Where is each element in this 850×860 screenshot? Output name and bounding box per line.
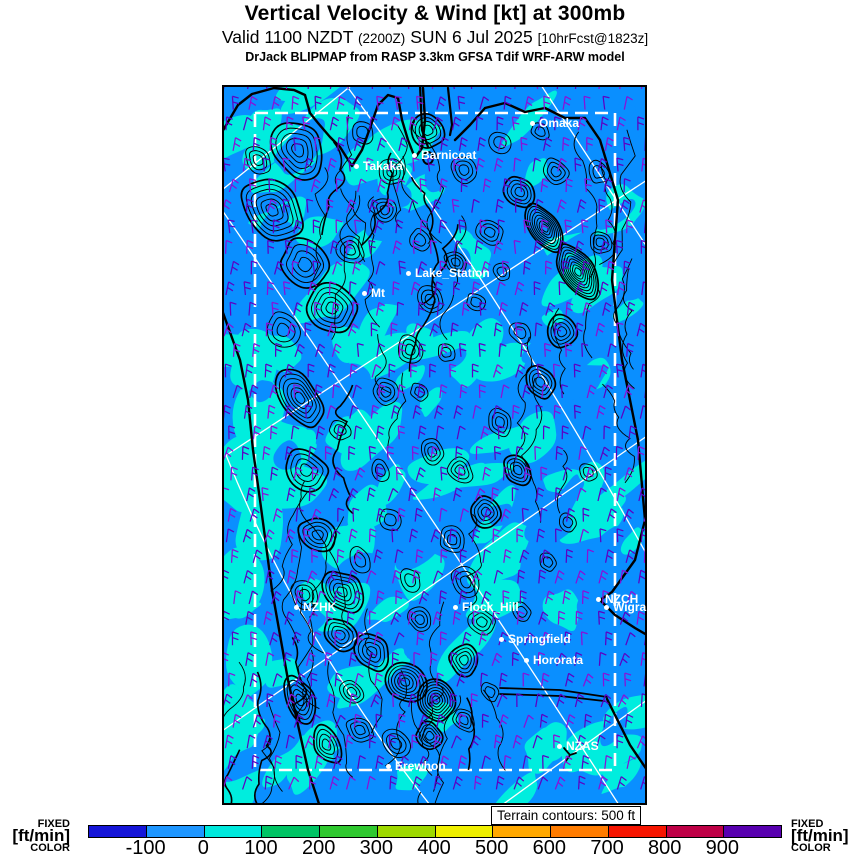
colorbar-tick-label: -100 (125, 837, 166, 859)
valid-date: SUN 6 Jul 2025 (410, 27, 533, 47)
colorbar-segment (550, 826, 608, 837)
colorbar-segment (319, 826, 377, 837)
colorbar-tick-label: 0 (197, 837, 209, 859)
colorbar-segment (665, 826, 724, 837)
colorbar-tick-label: 300 (359, 837, 394, 859)
colorbar-segment (607, 826, 666, 837)
colorbar-segment (723, 826, 781, 837)
colorbar-tick-label: 700 (590, 837, 624, 859)
colorbar-tick-label: 200 (301, 837, 336, 859)
valid-forecast-hour: [10hrFcst@1823z] (537, 31, 649, 46)
valid-zulu: (2200Z) (358, 31, 406, 46)
model-line: DrJack BLIPMAP from RASP 3.3km GFSA Tdif… (245, 50, 625, 64)
colorbar-tick-label: 400 (417, 837, 451, 859)
colorbar-segment (434, 826, 493, 837)
legend-fixed-word: FIXED (791, 818, 824, 830)
legend-right-caption: FIXED [ft/min] COLOR (791, 818, 850, 854)
valid-time: Valid 1100 NZDT (221, 27, 354, 47)
colorbar-tick-label: 500 (475, 837, 509, 859)
colorbar-tick-label: 800 (648, 837, 682, 859)
colorbar-segment (492, 826, 550, 837)
legend-color-word: COLOR (791, 842, 831, 854)
colorbar-segment (145, 826, 204, 837)
map-canvas (222, 85, 647, 805)
header: Vertical Velocity & Wind [kt] at 300mb V… (20, 2, 850, 64)
colorbar-segment (261, 826, 319, 837)
colorbar-tick-label: 900 (705, 837, 740, 859)
legend-color-word: COLOR (30, 842, 70, 854)
colorbar-segment (89, 826, 146, 837)
colorbar (88, 825, 782, 838)
terrain-note: Terrain contours: 500 ft (491, 806, 642, 825)
colorbar-tick-label: 600 (532, 837, 567, 859)
map-art-svg (222, 85, 647, 805)
colorbar-segment (203, 826, 262, 837)
legend-units-word: [ft/min] (12, 826, 70, 845)
legend-units-word: [ft/min] (791, 826, 849, 845)
page-title: Vertical Velocity & Wind [kt] at 300mb (244, 2, 626, 25)
colorbar-ticks: -100 0 100 200 300 400 500 600 700 800 900 (0, 837, 850, 860)
colorbar-segment (376, 826, 435, 837)
legend-fixed-word: FIXED (37, 818, 70, 830)
valid-line: Valid 1100 NZDT (2200Z) SUN 6 Jul 2025 [… (20, 27, 850, 48)
legend-left-caption: FIXED [ft/min] COLOR (0, 818, 70, 854)
colorbar-tick-label: 100 (244, 837, 278, 859)
